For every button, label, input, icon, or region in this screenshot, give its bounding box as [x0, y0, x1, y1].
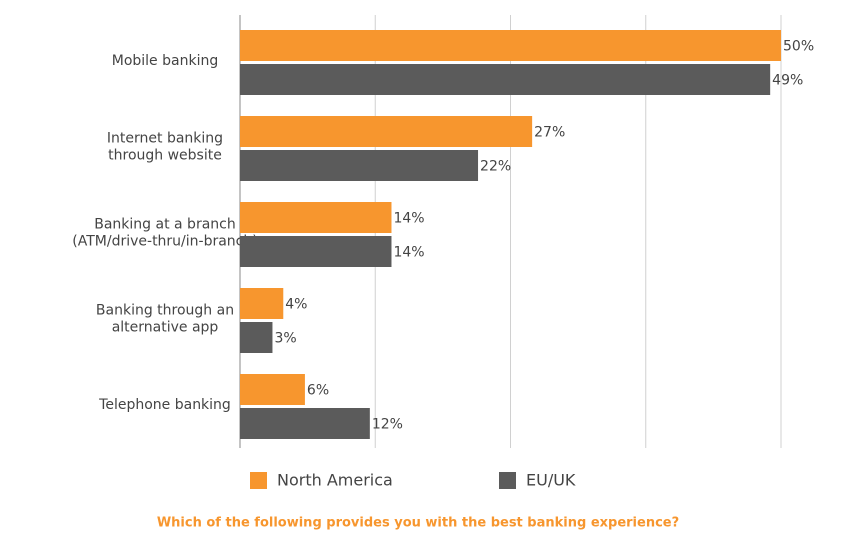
value-label: 3% — [274, 331, 296, 347]
value-label: 12% — [372, 417, 403, 433]
value-label: 14% — [393, 211, 424, 227]
bar — [240, 288, 284, 319]
bar — [240, 408, 370, 439]
bar — [240, 150, 479, 181]
value-label: 6% — [307, 383, 329, 399]
bar — [240, 236, 392, 267]
category-label: Mobile banking — [112, 53, 218, 69]
category-label: Telephone banking — [98, 397, 231, 413]
category-label: Banking through an alternative app — [96, 303, 234, 336]
category-label: Internet banking through website — [107, 131, 223, 164]
value-label: 50% — [783, 39, 814, 55]
value-label: 22% — [480, 159, 511, 175]
legend-label: EU/UK — [526, 471, 576, 490]
value-label: 4% — [285, 297, 307, 313]
bar — [240, 374, 305, 405]
bar — [240, 30, 781, 61]
bar — [240, 322, 273, 353]
legend-label: North America — [277, 471, 393, 490]
legend-swatch — [499, 472, 516, 489]
chart-title: Which of the following provides you with… — [157, 516, 679, 531]
bar — [240, 64, 771, 95]
category-label: Banking at a branch (ATM/drive-thru/in-br… — [72, 217, 257, 250]
bar — [240, 202, 392, 233]
value-label: 49% — [772, 73, 803, 89]
value-label: 14% — [393, 245, 424, 261]
legend-swatch — [250, 472, 267, 489]
value-label: 27% — [534, 125, 565, 141]
bar — [240, 116, 533, 147]
